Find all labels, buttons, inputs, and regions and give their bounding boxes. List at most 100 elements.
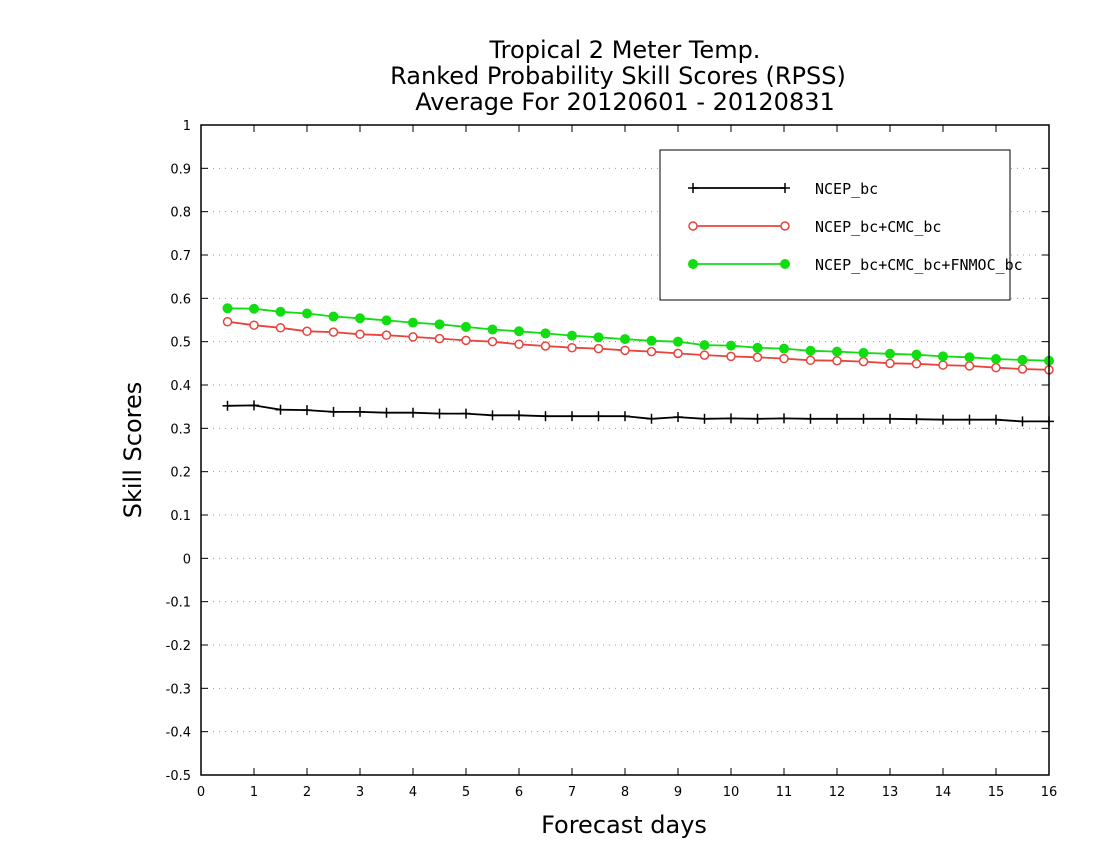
data-point-open-circle <box>688 221 698 231</box>
data-point-open-circle <box>1017 364 1028 374</box>
data-point-plus <box>249 400 259 411</box>
data-point-open-circle <box>222 316 233 327</box>
y-tick-label: 0.2 <box>170 466 191 481</box>
data-point-open-circle <box>805 355 816 366</box>
legend-entry: NCEP_bc+CMC_bc+FNMOC_bc <box>688 256 1023 274</box>
data-point-plus <box>328 406 339 417</box>
x-tick-label: 9 <box>674 785 682 800</box>
data-point-open-circle <box>673 348 683 359</box>
data-point-plus <box>275 404 286 415</box>
data-point-open-circle <box>540 341 551 351</box>
x-tick-label: 0 <box>197 785 205 800</box>
data-point-filled-circle <box>434 319 445 330</box>
series-2 <box>222 316 1054 375</box>
y-tick-label: 1 <box>183 119 191 134</box>
data-point-filled-circle <box>832 346 842 357</box>
legend-entry: NCEP_bc <box>688 180 878 198</box>
y-tick-label: 0.1 <box>170 509 191 524</box>
x-tick-label: 15 <box>988 785 1005 800</box>
data-point-filled-circle <box>805 345 816 356</box>
y-tick-label: 0 <box>183 552 191 567</box>
data-point-plus <box>991 414 1001 425</box>
data-point-open-circle <box>964 361 975 371</box>
x-tick-label: 1 <box>250 785 258 800</box>
legend-box <box>659 149 1011 301</box>
data-point-plus <box>567 411 577 422</box>
x-tick-label: 7 <box>568 785 576 800</box>
y-tick-label: 0.8 <box>170 206 191 221</box>
data-point-filled-circle <box>620 334 630 345</box>
data-point-open-circle <box>434 333 445 344</box>
x-axis-ticks: 0 1 2 3 4 5 6 7 8 9 10 11 12 13 14 15 16 <box>197 125 1057 800</box>
data-point-open-circle <box>699 350 710 360</box>
plot-frame <box>200 124 1050 776</box>
data-point-filled-circle <box>911 349 922 360</box>
data-point-open-circle <box>832 355 842 366</box>
series-line <box>227 320 1050 371</box>
y-tick-label: 0.4 <box>170 379 191 394</box>
y-tick-label: 0.5 <box>170 336 191 351</box>
data-point-plus <box>302 405 312 416</box>
data-point-plus <box>752 413 763 424</box>
x-axis-label: Forecast days <box>541 811 707 839</box>
data-point-filled-circle <box>355 313 365 324</box>
y-tick-label: 0.7 <box>170 249 191 264</box>
y-tick-label: 0.9 <box>170 162 191 177</box>
data-point-open-circle <box>249 320 259 330</box>
data-point-filled-circle <box>726 340 736 351</box>
data-point-open-circle <box>302 326 312 337</box>
legend: NCEP_bc NCEP_bc+CMC_bc NCEP_bc+CMC_bc+FNMO… <box>659 149 1023 301</box>
data-point-plus <box>699 413 710 424</box>
data-point-plus <box>964 414 975 425</box>
data-point-plus <box>885 413 895 424</box>
data-point-filled-circle <box>964 352 975 363</box>
legend-label: NCEP_bc <box>815 180 878 198</box>
data-point-open-circle <box>487 336 498 347</box>
data-point-open-circle <box>514 339 524 350</box>
data-series <box>222 303 1054 427</box>
data-point-open-circle <box>620 345 630 356</box>
series-3 <box>222 303 1054 366</box>
data-point-open-circle <box>328 327 339 337</box>
y-tick-label: 0.3 <box>170 422 191 437</box>
data-point-plus <box>780 183 790 193</box>
y-axis-label: Skill Scores <box>119 382 147 519</box>
x-tick-label: 10 <box>723 785 740 800</box>
data-point-open-circle <box>567 342 577 353</box>
data-point-filled-circle <box>780 259 790 269</box>
data-point-open-circle <box>911 359 922 369</box>
y-axis-ticks: 1 0.9 0.8 0.7 0.6 0.5 0.4 0.3 0.2 0.1 0 -0.1 -0.2 -0.… <box>166 119 1049 784</box>
title-line-2: Ranked Probability Skill Scores (RPSS) <box>390 62 846 90</box>
x-tick-label: 2 <box>303 785 311 800</box>
data-point-open-circle <box>408 332 418 342</box>
data-point-open-circle <box>885 358 895 369</box>
data-point-open-circle <box>938 360 948 370</box>
data-point-filled-circle <box>752 342 763 353</box>
data-point-open-circle <box>381 330 392 340</box>
data-point-filled-circle <box>646 335 657 346</box>
data-point-plus <box>858 413 869 424</box>
legend-label: NCEP_bc+CMC_bc <box>815 218 941 236</box>
data-point-plus <box>593 411 604 422</box>
data-point-open-circle <box>275 323 286 333</box>
title-line-1: Tropical 2 Meter Temp. <box>489 36 761 64</box>
x-tick-label: 13 <box>882 785 899 800</box>
data-point-plus <box>620 411 630 422</box>
series-1 <box>222 400 1054 427</box>
x-tick-label: 5 <box>462 785 470 800</box>
data-point-filled-circle <box>567 330 577 341</box>
data-point-open-circle <box>858 356 869 367</box>
data-point-open-circle <box>646 346 657 357</box>
data-point-plus <box>461 408 471 419</box>
x-tick-label: 11 <box>776 785 793 800</box>
y-tick-label: -0.4 <box>166 726 191 741</box>
data-point-filled-circle <box>302 308 312 319</box>
data-point-plus <box>514 410 524 421</box>
data-point-plus <box>832 413 842 424</box>
data-point-filled-circle <box>514 326 524 337</box>
data-point-open-circle <box>991 362 1001 373</box>
data-point-open-circle <box>779 353 789 364</box>
x-tick-label: 4 <box>409 785 417 800</box>
data-point-filled-circle <box>381 315 392 326</box>
